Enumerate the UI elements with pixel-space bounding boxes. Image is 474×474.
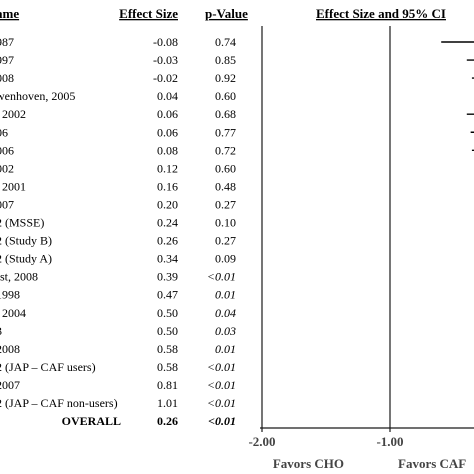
p-value: 0.27 [215,234,236,248]
p-value: 0.48 [215,179,236,193]
effect-size-value: 0.20 [157,197,178,211]
p-value: <0.01 [207,378,236,392]
study-rows: 987 -0.08 0.74 997 -0.03 0.85 008 -0.02 0.92 wenh… [0,35,236,428]
effect-size-value: 0.34 [157,252,178,266]
effect-size-value: 0.16 [157,179,178,193]
study-label: , 2004 [0,306,26,320]
p-value: <0.01 [207,396,236,410]
p-value: <0.01 [207,270,236,284]
study-label: rst, 2008 [0,270,38,284]
plot-column-header: Effect Size and 95% CI [316,6,446,21]
effect-size-value: 0.04 [157,89,178,103]
favors-cho-label: Favors CHO [273,456,344,471]
effect-size-value: -0.02 [153,71,178,85]
effect-marks [441,41,474,152]
study-label: 2 (MSSE) [0,216,44,230]
p-value: 0.72 [215,143,236,157]
favors-caf-label: Favors CAF [398,456,466,471]
effect-size-value: 0.50 [157,324,178,338]
study-label: 997 [0,53,14,67]
p-value: 0.09 [215,252,236,266]
effect-size-value: 0.26 [157,234,178,248]
p-value: 0.03 [215,324,236,338]
p-value-column-header: p-Value [205,6,248,21]
p-value: 0.92 [215,71,236,85]
plot-gridlines [261,26,391,428]
p-value: 0.74 [215,35,236,49]
effect-size-value: 1.01 [157,396,178,410]
effect-size-value: 0.58 [157,342,178,356]
p-value: 0.77 [215,125,236,139]
effect-size-value: 0.08 [157,143,178,157]
p-value: 0.10 [215,216,236,230]
p-value: 0.60 [215,89,236,103]
study-label: 2 (Study A) [0,252,52,266]
study-label: , 2001 [0,179,26,193]
study-label: wenhoven, 2005 [0,89,75,103]
effect-size-value: 0.58 [157,360,178,374]
effect-size-value: 0.12 [157,161,178,175]
study-label: 2008 [0,342,20,356]
study-label: 2 (JAP – CAF users) [0,360,96,374]
x-axis: -2.00-1.000.001.00 [248,427,474,449]
p-value: 0.60 [215,161,236,175]
p-value: 0.04 [215,306,236,320]
effect-size-column-header: Effect Size [119,6,178,21]
p-value: <0.01 [207,360,236,374]
effect-size-value: -0.03 [153,53,178,67]
effect-size-value: 0.50 [157,306,178,320]
p-value: 0.27 [215,197,236,211]
study-column-header: ame [0,6,19,21]
study-label: 002 [0,161,14,175]
study-label: 06 [0,125,8,139]
footer-labels: Favors CHO Favors CAF [273,456,466,471]
p-value: <0.01 [208,414,236,428]
study-label: , 2002 [0,107,26,121]
x-tick-label: -1.00 [376,434,403,449]
effect-size-value: 0.06 [157,107,178,121]
p-value: 0.01 [215,342,236,356]
effect-size-value: -0.08 [153,35,178,49]
column-headers: ame Effect Size p-Value Effect Size and … [0,6,446,21]
effect-size-value: 0.26 [157,414,178,428]
study-label: 3 [0,324,2,338]
overall-label: OVERALL [62,414,121,428]
effect-size-value: 0.47 [157,288,178,302]
p-value: 0.85 [215,53,236,67]
p-value: 0.68 [215,107,236,121]
effect-size-value: 0.06 [157,125,178,139]
effect-size-value: 0.81 [157,378,178,392]
study-label: 007 [0,197,14,211]
x-tick-label: -2.00 [248,434,275,449]
study-label: 2 (Study B) [0,234,52,248]
study-label: 006 [0,143,14,157]
study-label: 987 [0,35,14,49]
study-label: 2007 [0,378,20,392]
effect-size-value: 0.39 [157,270,178,284]
study-label: 2 (JAP – CAF non-users) [0,396,118,410]
study-label: 008 [0,71,14,85]
p-value: 0.01 [215,288,236,302]
effect-size-value: 0.24 [157,216,178,230]
